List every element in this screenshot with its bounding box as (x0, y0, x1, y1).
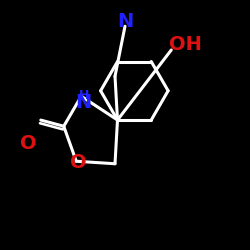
Text: N: N (76, 92, 92, 112)
Text: N: N (117, 12, 133, 31)
Text: O: O (20, 134, 37, 153)
Text: H: H (78, 89, 89, 102)
Text: O: O (70, 153, 87, 172)
Text: OH: OH (168, 36, 202, 54)
